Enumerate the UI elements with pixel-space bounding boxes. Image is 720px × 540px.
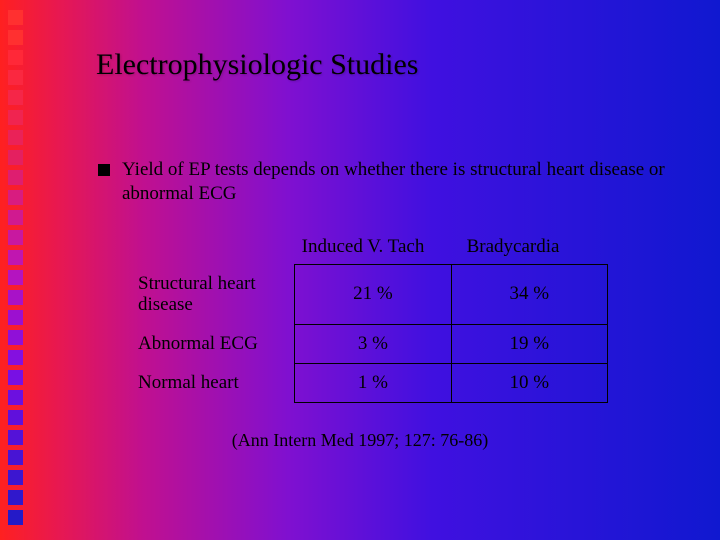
decorative-square-icon [8,110,23,125]
decorative-square-icon [8,90,23,105]
decorative-square-icon [8,30,23,45]
decorative-square-icon [8,350,23,365]
bullet-text: Yield of EP tests depends on whether the… [122,158,680,207]
decorative-square-icon [8,330,23,345]
table-column-headers: Induced V. Tach Bradycardia [128,236,608,258]
decorative-square-icon [8,50,23,65]
decorative-square-icon [8,150,23,165]
decorative-square-icon [8,370,23,385]
row-label: Abnormal ECG [128,324,295,363]
decorative-square-icon [8,450,23,465]
table-row: Abnormal ECG 3 % 19 % [128,324,608,363]
table-row: Structural heart disease 21 % 34 % [128,265,608,325]
data-table-area: Induced V. Tach Bradycardia Structural h… [128,236,608,403]
table-header-blank [128,236,288,258]
cell-value: 34 % [451,265,607,325]
table-header-bradycardia: Bradycardia [438,236,588,258]
decorative-square-icon [8,290,23,305]
decorative-square-icon [8,170,23,185]
decorative-square-icon [8,410,23,425]
decorative-square-icon [8,270,23,285]
decorative-square-icon [8,510,23,525]
cell-value: 3 % [295,324,451,363]
decorative-square-icon [8,470,23,485]
cell-value: 19 % [451,324,607,363]
decorative-square-icon [8,190,23,205]
decorative-square-icon [8,230,23,245]
decorative-square-icon [8,130,23,145]
table-row: Normal heart 1 % 10 % [128,363,608,402]
cell-value: 21 % [295,265,451,325]
data-table: Structural heart disease 21 % 34 % Abnor… [128,264,608,403]
cell-value: 1 % [295,363,451,402]
bullet-item: Yield of EP tests depends on whether the… [98,158,680,207]
decorative-square-icon [8,250,23,265]
decorative-square-icon [8,10,23,25]
decorative-square-icon [8,210,23,225]
citation-text: (Ann Intern Med 1997; 127: 76-86) [0,430,720,451]
decorative-square-icon [8,390,23,405]
slide: Electrophysiologic Studies Yield of EP t… [0,0,720,540]
row-label: Normal heart [128,363,295,402]
left-decorative-squares [0,0,48,540]
table-header-induced-vtach: Induced V. Tach [288,236,438,258]
row-label: Structural heart disease [128,265,295,325]
decorative-square-icon [8,70,23,85]
bullet-square-icon [98,164,110,176]
decorative-square-icon [8,490,23,505]
decorative-square-icon [8,310,23,325]
slide-title: Electrophysiologic Studies [96,48,418,82]
cell-value: 10 % [451,363,607,402]
